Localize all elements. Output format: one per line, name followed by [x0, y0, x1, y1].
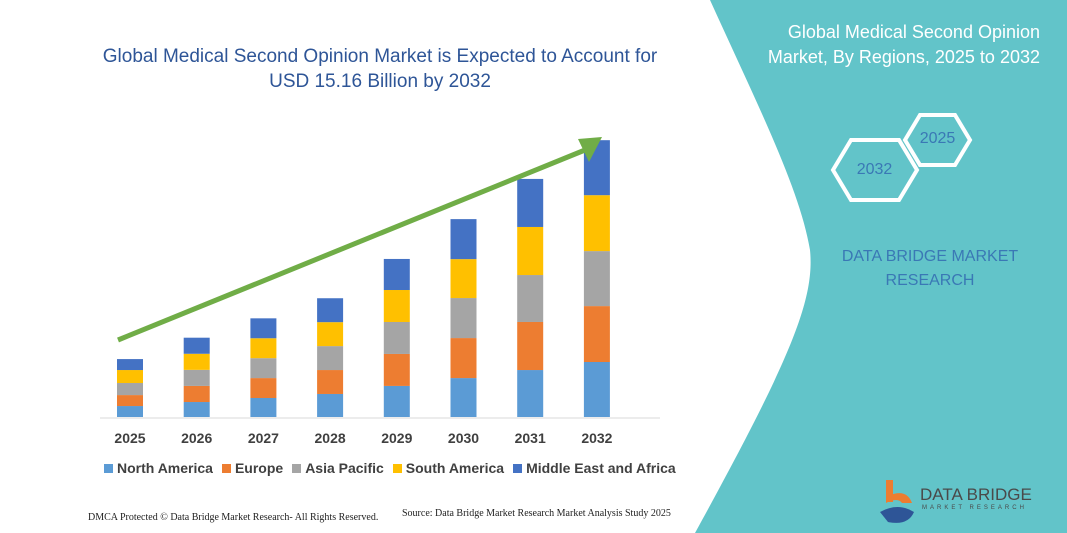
right-panel-bg — [695, 0, 1067, 533]
legend-item: South America — [392, 460, 505, 476]
bar-segment-2027-3 — [250, 338, 277, 359]
bar-segment-2032-3 — [583, 195, 610, 252]
x-tick-label: 2027 — [247, 430, 279, 446]
bar-segment-2026-2 — [183, 369, 210, 386]
bar-segment-2031-3 — [517, 226, 544, 276]
bar-segment-2026-0 — [183, 402, 210, 417]
x-tick-label: 2029 — [381, 430, 413, 446]
legend-label: South America — [405, 460, 505, 476]
hexagon-2025 — [902, 113, 973, 167]
bar-segment-2030-2 — [450, 298, 477, 339]
legend: North America Europe Asia Pacific South Ame… — [104, 460, 676, 476]
x-tick-label: 2032 — [581, 430, 613, 446]
footer-source: Source: Data Bridge Market Research Mark… — [402, 508, 671, 519]
logo-subtext: MARKET RESEARCH — [922, 505, 1027, 511]
growth-arrow — [117, 137, 602, 343]
bars-group — [117, 140, 610, 417]
hex-label-2025: 2025 — [919, 130, 956, 147]
bar-segment-2029-1 — [383, 353, 410, 386]
x-tick-label: 2030 — [447, 430, 480, 446]
bar-segment-2031-1 — [517, 321, 544, 371]
footer-copyright: DMCA Protected © Data Bridge Market Rese… — [88, 512, 379, 523]
bar-segment-2030-3 — [450, 259, 477, 299]
bar-segment-2031-2 — [517, 275, 544, 322]
bar-segment-2031-4 — [517, 178, 544, 227]
bar-segment-2027-4 — [250, 318, 277, 339]
legend-swatch — [104, 464, 113, 473]
bar-segment-2027-2 — [250, 358, 277, 379]
legend-label: North America — [117, 460, 213, 476]
legend-swatch — [392, 464, 402, 473]
bar-segment-2030-4 — [450, 219, 477, 260]
hex-label-2032: 2032 — [856, 161, 893, 178]
legend-swatch — [513, 464, 523, 473]
bar-segment-2025-0 — [117, 406, 143, 417]
bar-segment-2028-4 — [317, 298, 344, 323]
legend-label: Middle East and Africa — [526, 460, 676, 476]
bar-segment-2028-3 — [317, 322, 344, 347]
legend-item: Middle East and Africa — [513, 460, 676, 476]
x-tick-label: 2028 — [314, 430, 346, 446]
logo-icon — [880, 480, 914, 523]
legend-swatch — [221, 464, 231, 473]
logo-text: DATA BRIDGE — [920, 485, 1032, 504]
bar-segment-2027-0 — [250, 397, 277, 417]
bar-segment-2025-3 — [117, 370, 143, 384]
brand-text: DATA BRIDGE MARKET RESEARCH — [841, 248, 1019, 289]
bar-segment-2032-0 — [583, 362, 610, 417]
bar-segment-2032-1 — [583, 306, 610, 363]
bar-segment-2025-2 — [117, 383, 143, 396]
bar-segment-2030-0 — [450, 378, 477, 417]
bar-segment-2028-1 — [317, 370, 344, 394]
legend-item: Asia Pacific — [292, 460, 384, 476]
bar-segment-2027-1 — [250, 378, 277, 398]
bar-segment-2026-4 — [183, 337, 210, 354]
bar-segment-2025-1 — [117, 395, 143, 407]
panel-title: Global Medical Second Opinion Market, By… — [767, 22, 1040, 67]
x-tick-label: 2026 — [181, 430, 213, 446]
legend-item: Europe — [221, 460, 284, 476]
legend-label: Asia Pacific — [305, 460, 384, 476]
bar-segment-2029-2 — [383, 321, 410, 354]
hexagon-2032 — [830, 138, 920, 202]
legend-label: Europe — [234, 460, 284, 476]
bar-segment-2028-2 — [317, 346, 344, 371]
bar-segment-2029-3 — [383, 290, 410, 322]
x-tick-label: 2025 — [114, 430, 146, 446]
bar-segment-2025-4 — [117, 359, 143, 371]
bar-segment-2028-0 — [317, 393, 344, 417]
bar-segment-2030-1 — [450, 338, 477, 379]
bar-segment-2026-1 — [183, 385, 210, 403]
bar-segment-2029-4 — [383, 258, 410, 291]
bar-segment-2026-3 — [183, 353, 210, 370]
x-tick-label: 2031 — [514, 430, 546, 446]
legend-swatch — [292, 464, 302, 473]
legend-item: North America — [104, 460, 213, 476]
bar-segment-2031-0 — [517, 370, 544, 417]
bar-segment-2032-2 — [583, 251, 610, 307]
chart-title: Global Medical Second Opinion Market is … — [102, 46, 658, 92]
bar-segment-2029-0 — [383, 385, 410, 417]
